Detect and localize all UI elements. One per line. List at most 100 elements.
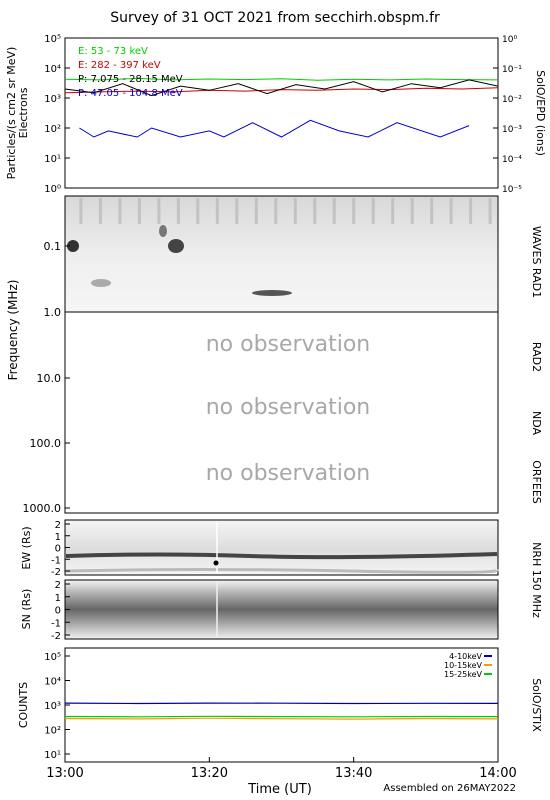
rad1-burst-stripe bbox=[176, 198, 180, 224]
epd-right-tick-label: 10⁻¹ bbox=[502, 65, 522, 75]
radio-tick-label: 1000.0 bbox=[23, 502, 62, 515]
nrh-ew-image bbox=[64, 519, 499, 576]
stix-series-line bbox=[64, 717, 499, 720]
stix-series-line bbox=[64, 715, 499, 718]
epd-right-label: SolO/EPD (ions) bbox=[534, 70, 547, 156]
rad2-right-label: RAD2 bbox=[530, 342, 543, 372]
rad1-burst-blob bbox=[168, 239, 184, 253]
epd-series-line bbox=[79, 119, 470, 138]
rad1-burst-stripe bbox=[391, 198, 395, 224]
rad1-type2-feature bbox=[252, 290, 292, 296]
no-observation-orfees: no observation bbox=[206, 461, 371, 486]
radio-tick-label: 100.0 bbox=[30, 437, 62, 450]
rad1-burst-stripe bbox=[410, 198, 414, 224]
epd-ylabel2: Electrons bbox=[17, 87, 30, 138]
nrh-sn-ylabel: SN (Rs) bbox=[20, 589, 33, 630]
epd-legend-entry: P: 47.05 - 104.8 MeV bbox=[78, 88, 183, 99]
rad1-burst-stripe bbox=[254, 198, 258, 224]
rad1-burst-blob bbox=[159, 225, 167, 237]
rad1-burst-stripe bbox=[488, 198, 492, 224]
rad1-faint-feature bbox=[91, 279, 111, 287]
stix-legend-entry: 10-15keV bbox=[444, 661, 483, 670]
rad1-right-label: WAVES RAD1 bbox=[530, 226, 543, 298]
stix-frame bbox=[64, 647, 499, 763]
stix-tick-label: 10⁵ bbox=[44, 652, 61, 663]
radio-tick-label: 1.0 bbox=[44, 306, 62, 319]
rad1-burst-stripe bbox=[449, 198, 453, 224]
time-tick-label: 14:00 bbox=[479, 766, 516, 781]
rad1-burst-stripe bbox=[137, 198, 141, 224]
nrh-tick-label: -2 bbox=[51, 567, 61, 578]
epd-left-tick-label: 10¹ bbox=[44, 154, 61, 165]
nrh-tick-label: 2 bbox=[55, 520, 61, 531]
rad1-burst-stripe bbox=[430, 198, 434, 224]
rad1-burst-stripe bbox=[79, 198, 83, 224]
rad1-burst-stripe bbox=[98, 198, 102, 224]
time-tick-label: 13:40 bbox=[335, 766, 372, 781]
rad1-burst-stripe bbox=[157, 198, 161, 224]
nrh-ew-ylabel: EW (Rs) bbox=[20, 526, 33, 569]
rad1-burst-stripe bbox=[469, 198, 473, 224]
stix-legend-entry: 15-25keV bbox=[444, 670, 483, 679]
no-observation-rad2: no observation bbox=[206, 332, 371, 357]
radio-ylabel: Frequency (MHz) bbox=[6, 280, 20, 381]
epd-ylabel: Particles/(s cm2 sr MeV) bbox=[5, 47, 18, 180]
radio-tick-label: 10.0 bbox=[37, 372, 62, 385]
epd-left-tick-label: 10² bbox=[44, 124, 61, 135]
epd-left-tick-label: 10⁴ bbox=[44, 64, 61, 75]
rad1-burst-stripe bbox=[118, 198, 122, 224]
nrh-tick-label: -1 bbox=[51, 555, 61, 566]
rad1-burst-stripe bbox=[215, 198, 219, 224]
no-observation-nda: no observation bbox=[206, 395, 371, 420]
epd-series-line bbox=[64, 77, 499, 81]
nrh-ew-limb-band bbox=[65, 552, 498, 560]
rad1-burst-stripe bbox=[371, 198, 375, 224]
rad1-burst-stripe bbox=[274, 198, 278, 224]
nrh-sn-image bbox=[64, 579, 499, 640]
stix-legend-entry: 4-10keV bbox=[449, 652, 482, 661]
epd-right-tick-label: 10⁻⁵ bbox=[502, 185, 522, 195]
assembled-footer: Assembled on 26MAY2022 bbox=[383, 783, 516, 794]
nrh-right-label: NRH 150 MHz bbox=[530, 542, 543, 618]
nda-right-label: NDA bbox=[530, 411, 543, 436]
time-tick-label: 13:00 bbox=[46, 766, 83, 781]
nrh-ew-source bbox=[213, 560, 219, 566]
epd-right-tick-label: 10⁰ bbox=[502, 35, 517, 45]
figure-title: Survey of 31 OCT 2021 from secchirh.obsp… bbox=[110, 10, 440, 26]
nrh-tick-label: -2 bbox=[51, 631, 61, 642]
stix-tick-label: 10³ bbox=[44, 701, 61, 712]
rad1-burst-stripe bbox=[352, 198, 356, 224]
epd-series-line bbox=[64, 79, 499, 97]
radio-panel: no observation no observation no observa… bbox=[6, 195, 543, 515]
rad1-burst-stripe bbox=[196, 198, 200, 224]
epd-legend-entry: E: 53 - 73 keV bbox=[78, 46, 148, 57]
epd-left-tick-label: 10⁰ bbox=[44, 184, 61, 195]
stix-tick-label: 10¹ bbox=[44, 750, 61, 761]
rad1-burst-stripe bbox=[293, 198, 297, 224]
epd-right-tick-label: 10⁻⁴ bbox=[502, 155, 522, 165]
nrh-ew-lower-band bbox=[65, 568, 499, 574]
nrh-tick-label: 0 bbox=[55, 544, 61, 555]
nrh-tick-label: 1 bbox=[55, 593, 61, 604]
stix-tick-label: 10² bbox=[44, 726, 61, 737]
epd-panel: 10⁰ 10¹ 10² 10³ 10⁴ 10⁵ 10⁻⁵ 10⁻⁴ 10⁻³ 10⁻² 10⁻¹ 1… bbox=[5, 34, 547, 195]
time-axis-label: Time (UT) bbox=[247, 782, 312, 797]
stix-tick-label: 10⁴ bbox=[44, 677, 61, 688]
rad1-burst-blob bbox=[67, 240, 79, 252]
epd-left-tick-label: 10³ bbox=[44, 94, 61, 105]
epd-right-tick-label: 10⁻³ bbox=[502, 125, 522, 135]
epd-left-tick-label: 10⁵ bbox=[44, 34, 61, 45]
epd-legend-entry: P: 7.075 - 28.15 MeV bbox=[78, 74, 183, 85]
nrh-tick-label: 1 bbox=[55, 532, 61, 543]
nrh-tick-label: 0 bbox=[55, 606, 61, 617]
epd-frame bbox=[64, 37, 499, 189]
epd-right-tick-label: 10⁻² bbox=[502, 95, 522, 105]
nrh-tick-label: -1 bbox=[51, 618, 61, 629]
orfees-right-label: ORFEES bbox=[530, 460, 543, 504]
rad1-burst-stripe bbox=[332, 198, 336, 224]
rad1-burst-stripe bbox=[313, 198, 317, 224]
radio-tick-label: 0.1 bbox=[44, 240, 62, 253]
